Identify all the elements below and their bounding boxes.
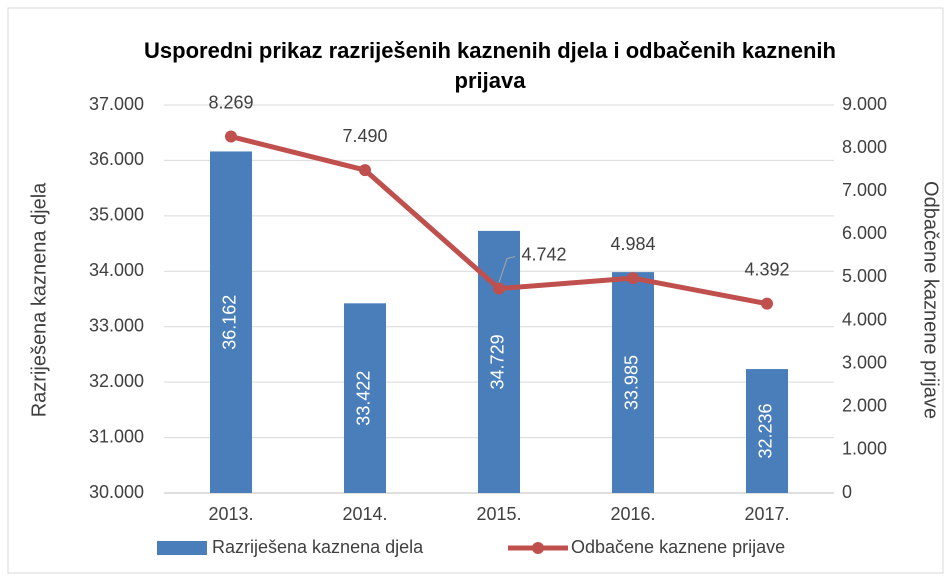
y2-tick-label: 3.000 [842,352,887,372]
line-marker [761,297,773,310]
line-marker [225,130,237,143]
y-tick-label: 30.000 [89,482,144,502]
y2-tick-label: 1.000 [842,439,887,459]
y2-tick-label: 4.000 [842,309,887,329]
bar-value-label: 33.985 [622,355,642,410]
y2-tick-label: 6.000 [842,223,887,243]
bar [210,151,252,493]
bar [344,303,386,493]
y2-tick-label: 5.000 [842,266,887,286]
line-value-label: 8.269 [208,92,253,112]
line-value-label: 7.490 [342,126,387,146]
line-value-label: 4.742 [521,244,566,264]
bar-value-label: 34.729 [488,334,508,389]
chart-title: Usporedni prikaz razriješenih kaznenih d… [144,38,836,93]
x-tick-label: 2013. [208,504,253,524]
y2-tick-label: 2.000 [842,396,887,416]
y2-tick-label: 0 [842,482,852,502]
line-value-label: 4.392 [744,259,789,279]
line-value-label: 4.984 [610,234,655,254]
y-tick-label: 36.000 [89,149,144,169]
bar-value-label: 33.422 [354,371,374,426]
y-tick-label: 33.000 [89,315,144,335]
line-marker [359,164,371,177]
x-tick-label: 2015. [476,504,521,524]
line-marker [493,282,505,295]
legend-marker [532,542,544,554]
legend-label: Odbačene kaznene prijave [571,537,785,557]
y2-tick-label: 8.000 [842,137,887,157]
y2-tick-label: 7.000 [842,180,887,200]
y2-tick-label: 9.000 [842,94,887,114]
legend-label: Razriješena kaznena djela [212,537,424,557]
legend-swatch [157,541,207,555]
bar-value-label: 32.236 [756,403,776,458]
label-leader [498,256,516,283]
y-tick-label: 35.000 [89,205,144,225]
y-axis-label: Razriješena kaznena djela [28,182,50,417]
x-tick-label: 2017. [744,504,789,524]
bar [612,272,654,493]
y-tick-label: 31.000 [89,426,144,446]
bar-value-label: 36.162 [220,295,240,350]
y-tick-label: 32.000 [89,371,144,391]
line-marker [627,272,639,285]
bar [746,369,788,493]
x-tick-label: 2014. [342,504,387,524]
x-tick-label: 2016. [610,504,655,524]
y2-axis-label: Odbačene kaznene prijave [920,181,942,419]
y-tick-label: 34.000 [89,260,144,280]
y-tick-label: 37.000 [89,94,144,114]
